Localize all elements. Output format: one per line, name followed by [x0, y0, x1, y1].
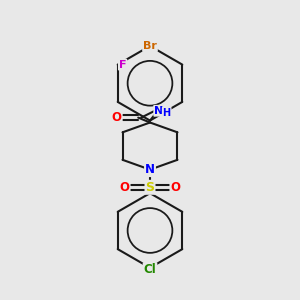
- Text: N: N: [154, 106, 164, 116]
- Text: F: F: [119, 60, 126, 70]
- Text: O: O: [119, 181, 130, 194]
- Text: O: O: [170, 181, 181, 194]
- Text: H: H: [163, 108, 171, 118]
- Text: O: O: [112, 111, 122, 124]
- Text: N: N: [145, 163, 155, 176]
- Text: Cl: Cl: [144, 263, 156, 276]
- Text: Br: Br: [143, 41, 157, 51]
- Text: S: S: [146, 181, 154, 194]
